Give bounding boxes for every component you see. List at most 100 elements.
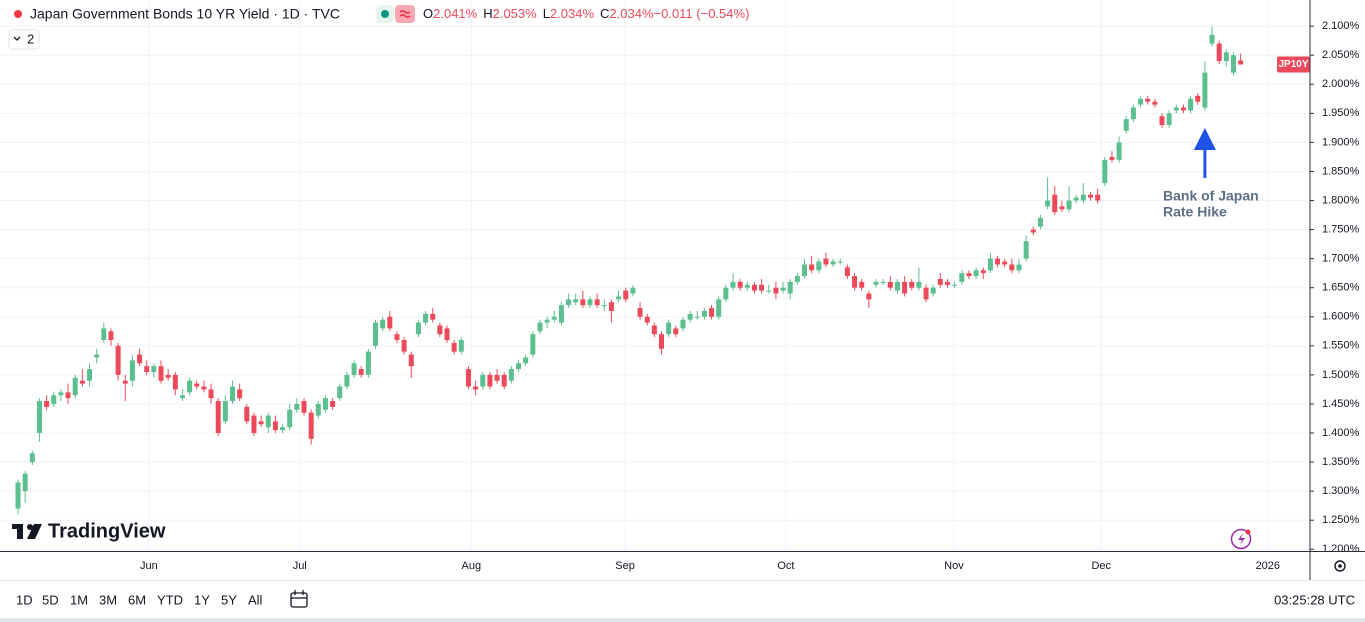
chart-title: Japan Government Bonds 10 YR Yield · 1D … [30, 6, 340, 22]
candle-body [623, 290, 629, 300]
candle-body [22, 473, 28, 492]
candle-body [723, 287, 729, 300]
candle-body [244, 406, 250, 422]
candle-body [766, 290, 772, 292]
candle-body [258, 421, 264, 425]
range-button[interactable]: 5D [42, 592, 59, 607]
y-tick-label: 1.950% [1322, 107, 1360, 119]
candle-body [508, 369, 514, 381]
logo-mark [12, 524, 42, 539]
candle-body [837, 261, 843, 263]
candle-body [873, 281, 879, 285]
candle-body [980, 270, 986, 274]
candle-body [687, 313, 693, 320]
x-tick-label: Jul [293, 560, 307, 572]
candle-body [387, 316, 393, 329]
range-button[interactable]: 1M [70, 592, 88, 607]
delayed-icon[interactable] [395, 5, 415, 23]
candle-body [523, 357, 529, 364]
candle-body [544, 319, 550, 323]
calendar-icon[interactable] [290, 590, 308, 608]
candle-body [780, 287, 786, 291]
x-tick-label: Sep [615, 560, 635, 572]
y-tick-label: 1.600% [1322, 311, 1360, 323]
range-button[interactable]: All [248, 592, 263, 607]
candle-body [516, 363, 522, 370]
y-tick-label: 1.650% [1322, 282, 1360, 294]
ohlc-value: 2.041% [433, 6, 478, 21]
candle-body [308, 412, 314, 439]
clock: 03:25:28 UTC [1274, 592, 1355, 607]
range-button[interactable]: 1D [16, 592, 33, 607]
candle-body [1009, 264, 1015, 271]
candle-body [716, 299, 722, 317]
candle-body [1188, 98, 1194, 111]
x-tick-label: Dec [1091, 560, 1111, 572]
y-tick-label: 2.100% [1322, 20, 1360, 32]
ohlc-value: 2.053% [493, 6, 538, 21]
range-button[interactable]: 1Y [194, 592, 210, 607]
candle-body [72, 377, 78, 396]
settings-icon[interactable] [1334, 560, 1346, 572]
candle-body [237, 389, 243, 399]
x-tick-label: Jun [140, 560, 158, 572]
candle-body [430, 313, 436, 320]
arrow-head [1193, 128, 1216, 150]
candle-body [444, 328, 450, 341]
candle-body [701, 310, 707, 317]
candle-body [937, 278, 943, 285]
x-tick-label: Aug [462, 560, 482, 572]
candle-body [744, 284, 750, 288]
candle-body [1087, 194, 1093, 198]
candle-body [165, 374, 171, 378]
range-button[interactable]: 3M [99, 592, 117, 607]
y-tick-label: 1.300% [1322, 485, 1360, 497]
price-tag-label: JP10Y [1278, 59, 1308, 70]
delayed-symbol [399, 10, 411, 18]
market-open-dot [381, 10, 389, 18]
candle-body [601, 305, 607, 307]
candle-body [1002, 261, 1008, 265]
candle-body [380, 319, 386, 329]
candle-body [301, 401, 307, 413]
range-button[interactable]: 5Y [221, 592, 237, 607]
candle-body [408, 354, 414, 367]
ohlc-value: −0.011 (−0.54%) [654, 6, 750, 21]
candle-body [1023, 241, 1029, 259]
candle-body [265, 415, 271, 428]
y-tick-label: 1.500% [1322, 369, 1360, 381]
candle-body [987, 258, 993, 271]
candle-body [787, 281, 793, 294]
candle-body [187, 380, 193, 393]
y-tick-label: 2.050% [1322, 49, 1360, 61]
candle-body [866, 293, 872, 300]
candle-body [401, 340, 407, 352]
candle-body [494, 374, 500, 381]
candle-body [230, 386, 236, 402]
y-tick-label: 1.700% [1322, 253, 1360, 265]
alert-icon[interactable] [1230, 528, 1252, 550]
candle-body [1073, 197, 1079, 201]
candle-body [773, 287, 779, 294]
y-tick-label: 1.200% [1322, 543, 1360, 555]
candle-body [630, 287, 636, 294]
candle-body [530, 334, 536, 355]
candle-body [322, 398, 328, 410]
candle-body [122, 380, 128, 384]
indicator-toggle[interactable] [8, 29, 40, 50]
candle-body [894, 281, 900, 291]
candle-body [108, 331, 114, 341]
candle-body [94, 354, 100, 358]
y-tick-label: 1.350% [1322, 456, 1360, 468]
candle-body [1109, 156, 1115, 160]
candle-body [930, 287, 936, 294]
range-button[interactable]: 6M [128, 592, 146, 607]
candle-body [294, 403, 300, 410]
range-button[interactable]: YTD [157, 592, 183, 607]
candle-body [1230, 55, 1236, 73]
candle-body [608, 302, 614, 311]
ohlc-key: O [423, 6, 433, 21]
candle-body [902, 281, 908, 294]
candle-body [1016, 264, 1022, 271]
candle-body [909, 281, 915, 288]
